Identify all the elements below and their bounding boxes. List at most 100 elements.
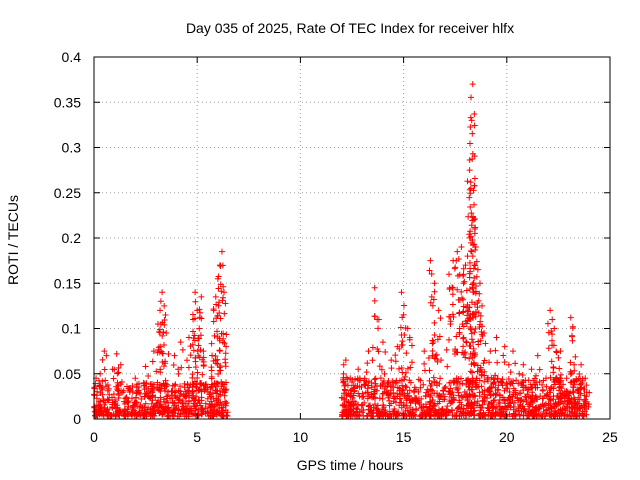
data-point [193, 384, 200, 391]
y-axis-label: ROTI / TECUs [5, 195, 21, 285]
noise-point [370, 413, 377, 420]
noise-point [458, 375, 465, 382]
noise-point [544, 406, 551, 413]
noise-point [512, 410, 519, 417]
data-point [149, 358, 156, 365]
noise-point [182, 388, 189, 395]
noise-point [426, 399, 433, 406]
noise-point [223, 412, 230, 419]
data-point [398, 341, 405, 348]
data-point [191, 337, 198, 344]
noise-point [121, 413, 128, 420]
noise-point [455, 404, 462, 411]
data-point [476, 280, 483, 287]
data-point [219, 381, 226, 388]
chart-title: Day 035 of 2025, Rate Of TEC Index for r… [186, 20, 514, 36]
noise-point [126, 385, 133, 392]
data-point [433, 355, 440, 362]
data-point [163, 330, 170, 337]
data-point [196, 306, 203, 313]
noise-point [489, 403, 496, 410]
noise-point [198, 388, 205, 395]
noise-point [485, 386, 492, 393]
data-point [161, 321, 168, 328]
data-point [474, 266, 481, 273]
noise-point [190, 388, 197, 395]
data-point [196, 325, 203, 332]
data-point [212, 293, 219, 300]
data-point [468, 248, 475, 255]
data-point [467, 228, 474, 235]
noise-point [461, 389, 468, 395]
data-point [460, 280, 467, 287]
noise-point [341, 395, 348, 402]
noise-point [481, 378, 488, 385]
data-point [576, 370, 583, 377]
data-point [550, 369, 557, 376]
noise-point [376, 395, 383, 402]
noise-point [504, 403, 511, 410]
noise-point [362, 389, 369, 396]
y-tick-label: 0.4 [62, 49, 82, 65]
data-point [117, 361, 124, 368]
noise-point [419, 409, 426, 416]
data-point [463, 338, 470, 345]
noise-point [416, 401, 423, 408]
data-point [471, 182, 478, 189]
noise-point [364, 385, 371, 392]
noise-point [219, 388, 226, 395]
data-point [111, 366, 118, 373]
data-point [449, 291, 456, 298]
data-point [449, 311, 456, 318]
data-point [430, 338, 437, 345]
data-point [469, 380, 476, 387]
noise-point [359, 390, 366, 397]
y-tick-label: 0.2 [62, 230, 82, 246]
axes-layer: 0 5 10 15 20 25 0 0.05 0.1 0.15 0.2 0.25 0.3 0.35 0.4 [54, 49, 618, 445]
noise-point [430, 402, 437, 409]
data-point [114, 370, 121, 377]
y-tick-label: 0.25 [54, 185, 81, 201]
data-point [536, 366, 543, 373]
noise-point [125, 403, 132, 410]
data-point [468, 336, 475, 343]
noise-point [501, 387, 508, 394]
noise-point [464, 410, 471, 417]
data-point [468, 330, 475, 337]
noise-point [368, 391, 375, 398]
data-point [494, 375, 501, 382]
data-point [461, 278, 468, 285]
data-point [426, 367, 433, 374]
noise-point [361, 381, 368, 388]
data-point [471, 122, 478, 129]
noise-point [523, 397, 530, 404]
data-point [218, 288, 225, 295]
data-point [499, 376, 506, 383]
data-point [557, 348, 564, 355]
data-point [567, 314, 574, 321]
noise-point [193, 402, 200, 409]
noise-point [104, 412, 111, 419]
data-point [198, 293, 205, 300]
data-point [393, 379, 400, 386]
data-point [482, 340, 489, 347]
noise-point [432, 407, 439, 414]
data-point [548, 358, 555, 365]
noise-point [403, 413, 410, 420]
data-point [148, 381, 155, 388]
noise-point [427, 405, 434, 412]
data-point [450, 314, 457, 321]
noise-point [359, 409, 366, 416]
noise-point [450, 392, 457, 399]
noise-point [394, 393, 401, 400]
data-point [222, 363, 229, 370]
data-point [364, 360, 371, 367]
data-point [460, 296, 467, 303]
noise-point [576, 412, 583, 419]
noise-point [342, 387, 349, 394]
data-point [162, 358, 169, 365]
noise-point [517, 397, 524, 404]
data-point [371, 313, 378, 320]
noise-point [94, 412, 101, 419]
noise-point [179, 403, 186, 410]
